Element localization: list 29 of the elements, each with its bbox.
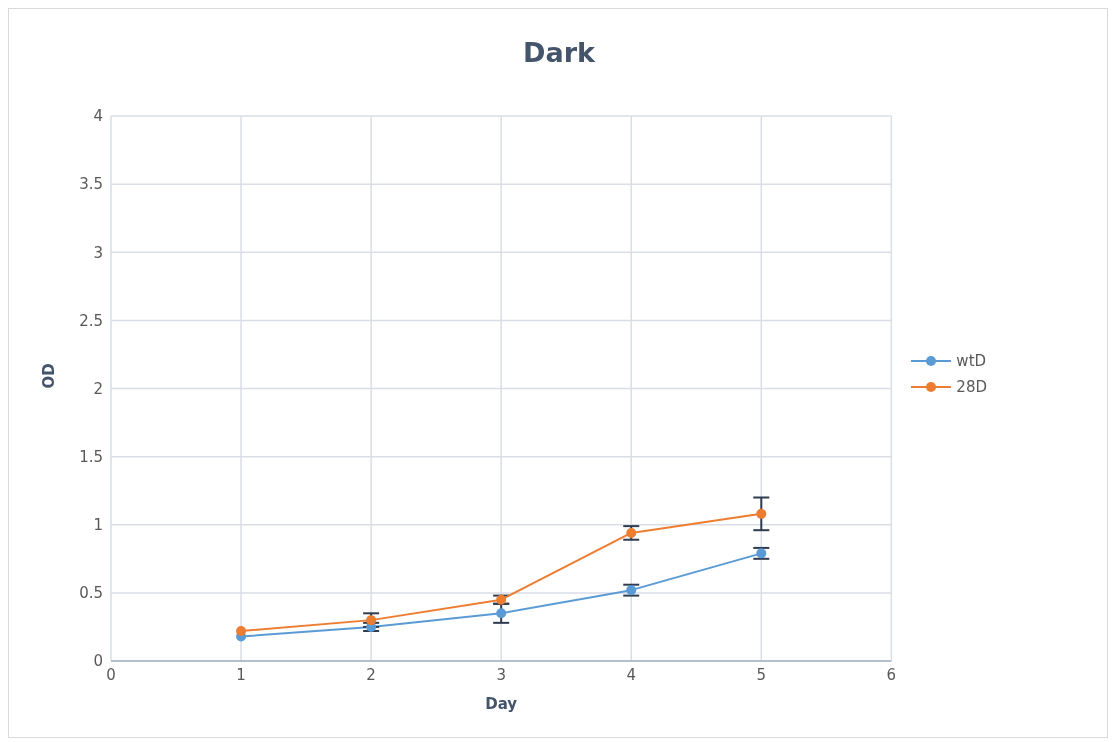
point bbox=[626, 585, 637, 596]
x-tick-label: 1 bbox=[236, 665, 246, 684]
y-tick-label: 0.5 bbox=[79, 584, 103, 603]
x-tick-label: 2 bbox=[366, 665, 376, 684]
x-tick-label: 5 bbox=[756, 665, 767, 684]
x-tick-label: 6 bbox=[886, 665, 897, 684]
x-axis-title: Day bbox=[485, 695, 518, 713]
y-tick-label: 1.5 bbox=[79, 447, 103, 466]
legend-label: 28D bbox=[956, 378, 987, 396]
point bbox=[496, 608, 507, 619]
y-tick-label: 3 bbox=[93, 243, 103, 262]
y-tick-label: 4 bbox=[93, 107, 103, 126]
y-tick-label: 1 bbox=[93, 516, 103, 535]
point bbox=[626, 527, 637, 538]
y-tick-label: 3.5 bbox=[79, 175, 103, 194]
legend-label: wtD bbox=[956, 352, 987, 370]
y-axis-title: OD bbox=[40, 363, 59, 389]
x-tick-label: 4 bbox=[626, 665, 637, 684]
y-tick-label: 2.5 bbox=[79, 311, 103, 330]
point bbox=[236, 626, 247, 637]
y-tick-label: 0 bbox=[93, 652, 103, 671]
y-tick-label: 2 bbox=[93, 379, 103, 398]
x-tick-label: 0 bbox=[106, 665, 116, 684]
chart-title: Dark bbox=[522, 37, 596, 68]
point bbox=[756, 548, 767, 559]
point bbox=[496, 594, 507, 605]
point bbox=[756, 508, 767, 519]
x-tick-label: 3 bbox=[496, 665, 506, 684]
point bbox=[366, 615, 377, 626]
